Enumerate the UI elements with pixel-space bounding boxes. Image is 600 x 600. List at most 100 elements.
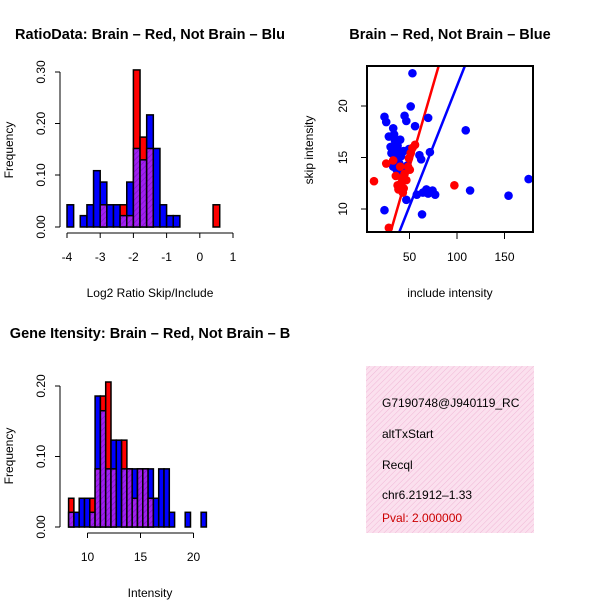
scatter-plot-box (366, 65, 534, 233)
intensity-not-brain-bar (168, 511, 176, 528)
intensity-overlap-bar (67, 511, 75, 528)
ratio-x-tick-label: -2 (128, 250, 139, 264)
ratio-histogram-title: RatioData: Brain – Red, Not Brain – Blu (15, 27, 285, 43)
ratio-not-brain-bar (159, 204, 168, 228)
intensity-y-tick-label: 0.20 (34, 374, 48, 398)
ratio-brain-bar (212, 204, 221, 228)
not-brain-point (381, 117, 391, 127)
not-brain-point (465, 186, 475, 195)
info-probe-id: G7190748@J940119_RC (382, 396, 520, 410)
not-brain-point (417, 210, 427, 219)
ratio-overlap-bar (119, 214, 128, 228)
info-panel-background (366, 366, 534, 533)
scatter-points (369, 68, 533, 232)
intensity-y-label: Frequency (2, 428, 16, 485)
intensity-y-tick-label: 0.00 (34, 515, 48, 539)
intensity-not-brain-bar (115, 439, 123, 528)
intensity-scatter: Brain – Red, Not Brain – Blue 50 100 150… (302, 27, 551, 300)
intensity-not-brain-bar (152, 497, 160, 528)
info-location: chr6.21912–1.33 (382, 488, 472, 502)
not-brain-point (416, 155, 426, 164)
scatter-y-tick-label: 15 (336, 151, 350, 165)
intensity-y-tick-label: 0.10 (34, 444, 48, 468)
intensity-overlap-bar (104, 468, 112, 528)
intensity-overlap-bar (147, 497, 155, 528)
ratio-not-brain-bar (172, 214, 181, 228)
not-brain-point (461, 126, 471, 135)
brain-point (399, 184, 408, 193)
intensity-not-brain-bar (157, 468, 165, 528)
ratio-x-tick-label: -3 (95, 250, 106, 264)
ratio-overlap-bar (99, 204, 108, 228)
ratio-overlap-bar (126, 214, 135, 228)
ratio-y-tick-label: 0.30 (34, 60, 48, 84)
scatter-y-label: skip intensity (302, 116, 316, 185)
scatter-x-tick-label: 150 (494, 250, 514, 264)
intensity-overlap-bar (142, 468, 149, 528)
not-brain-point (402, 195, 411, 205)
brain-point (410, 140, 420, 150)
intensity-not-brain-bar (83, 497, 91, 528)
intensity-not-brain-bar (163, 468, 171, 528)
not-brain-point (430, 190, 440, 199)
not-brain-point (410, 121, 420, 131)
ratio-not-brain-bar (92, 169, 101, 228)
ratio-y-label: Frequency (2, 122, 16, 179)
not-brain-point (408, 68, 417, 78)
intensity-histogram-bars (67, 381, 208, 528)
intensity-not-brain-bar (200, 511, 208, 528)
ratio-not-brain-bar (112, 204, 121, 228)
intensity-x-tick-label: 20 (187, 550, 201, 564)
info-event-type: altTxStart (382, 427, 434, 441)
intensity-overlap-bar (89, 511, 96, 528)
intensity-not-brain-bar (184, 511, 192, 528)
intensity-histogram: Gene Itensity: Brain – Red, Not Brain – … (2, 326, 290, 600)
not-brain-point (425, 147, 435, 157)
ratio-y-tick-label: 0.20 (34, 111, 48, 135)
info-panel: G7190748@J940119_RC altTxStart Recql chr… (366, 366, 534, 533)
ratio-x-tick-label: -1 (161, 250, 172, 264)
intensity-overlap-bar (110, 468, 118, 528)
info-gene: Recql (382, 458, 413, 472)
intensity-x-tick-label: 15 (134, 550, 148, 564)
intensity-overlap-bar (136, 468, 144, 528)
ratio-x-tick-label: 1 (230, 250, 237, 264)
intensity-x-tick-label: 10 (81, 550, 95, 564)
brain-point (405, 165, 415, 175)
ratio-not-brain-bar (106, 204, 115, 228)
not-brain-point (423, 113, 433, 123)
ratio-overlap-bar (139, 159, 148, 228)
scatter-y-tick-label: 20 (336, 99, 350, 113)
ratio-histogram-bars (66, 69, 221, 228)
scatter-title: Brain – Red, Not Brain – Blue (349, 27, 550, 43)
ratio-not-brain-bar (79, 214, 88, 228)
brain-point (395, 162, 405, 171)
not-brain-point (380, 205, 389, 215)
ratio-not-brain-bar (152, 147, 161, 228)
ratio-not-brain-bar (165, 214, 174, 228)
brain-point (369, 176, 379, 186)
intensity-overlap-bar (131, 497, 139, 528)
not-brain-point (504, 191, 513, 200)
ratio-not-brain-bar (66, 204, 75, 228)
intensity-overlap-bar (120, 468, 128, 528)
ratio-not-brain-bar (86, 204, 95, 228)
ratio-overlap-bar (132, 147, 141, 228)
not-brain-point (406, 102, 415, 111)
scatter-x-tick-label: 50 (403, 250, 417, 264)
ratio-x-label: Log2 Ratio Skip/Include (87, 286, 214, 300)
intensity-not-brain-bar (73, 511, 80, 528)
ratio-histogram: RatioData: Brain – Red, Not Brain – Blu … (2, 27, 285, 300)
not-brain-point (395, 135, 405, 144)
info-pval: Pval: 2.000000 (382, 511, 462, 525)
scatter-x-label: include intensity (407, 286, 492, 300)
brain-point (388, 156, 398, 165)
brain-point (450, 181, 459, 190)
scatter-y-tick-label: 10 (336, 202, 350, 216)
not-brain-point (524, 174, 533, 184)
brain-point (384, 223, 394, 232)
ratio-overlap-bar (145, 147, 155, 228)
ratio-y-tick-label: 0.10 (34, 163, 48, 187)
scatter-x-tick-label: 100 (447, 250, 467, 264)
